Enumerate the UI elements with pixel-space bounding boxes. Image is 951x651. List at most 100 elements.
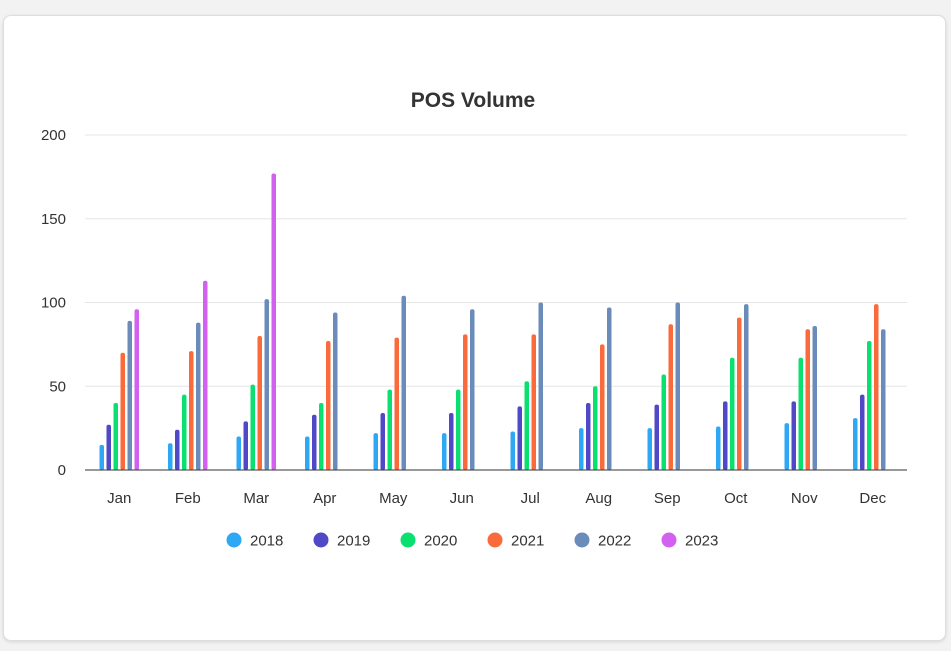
bar-2019-aug[interactable] bbox=[586, 403, 591, 470]
bar-2018-oct[interactable] bbox=[716, 426, 721, 470]
bar-2021-feb[interactable] bbox=[189, 351, 194, 470]
legend-swatch bbox=[226, 532, 242, 548]
bar-2018-feb[interactable] bbox=[168, 443, 173, 470]
x-tick-label: Oct bbox=[724, 490, 748, 507]
bar-2019-jun[interactable] bbox=[449, 413, 454, 470]
bar-2021-jan[interactable] bbox=[120, 352, 126, 470]
bar-2020-jan[interactable] bbox=[113, 403, 119, 470]
x-tick-label: Jun bbox=[450, 490, 474, 507]
legend-label: 2020 bbox=[424, 533, 457, 550]
bar-2018-may[interactable] bbox=[373, 433, 379, 470]
bar-2023-jan[interactable] bbox=[134, 309, 140, 470]
x-tick-label: Feb bbox=[175, 490, 201, 507]
bar-2022-feb[interactable] bbox=[196, 322, 201, 470]
x-tick-label: Nov bbox=[791, 490, 818, 507]
x-tick-label: Mar bbox=[243, 490, 269, 507]
bar-2019-jul[interactable] bbox=[517, 406, 523, 470]
legend-label: 2022 bbox=[598, 533, 631, 550]
legend-label: 2019 bbox=[337, 533, 370, 550]
bar-2019-may[interactable] bbox=[380, 413, 386, 470]
legend-item-2023[interactable]: 2023 bbox=[661, 532, 719, 550]
bars bbox=[99, 173, 886, 471]
bar-2022-nov[interactable] bbox=[812, 325, 818, 470]
legend[interactable]: 2018 2019 2020 2021 2022 2023 bbox=[226, 532, 719, 550]
bar-2019-nov[interactable] bbox=[791, 401, 797, 470]
legend-swatch bbox=[400, 532, 416, 548]
bar-2020-nov[interactable] bbox=[798, 357, 804, 470]
bar-2019-apr[interactable] bbox=[312, 414, 317, 470]
bar-2018-nov[interactable] bbox=[784, 423, 790, 470]
bar-2022-aug[interactable] bbox=[607, 307, 612, 470]
bar-2020-may[interactable] bbox=[387, 389, 393, 470]
bar-2021-apr[interactable] bbox=[326, 341, 331, 470]
bar-2020-apr[interactable] bbox=[319, 403, 324, 470]
bar-2022-mar[interactable] bbox=[264, 299, 270, 470]
bar-2022-oct[interactable] bbox=[744, 304, 749, 470]
bar-2018-aug[interactable] bbox=[579, 428, 584, 470]
bar-2020-dec[interactable] bbox=[867, 341, 872, 470]
x-axis: Jan Feb Mar Apr May Jun Jul Aug Sep Oct Nov Dec bbox=[107, 490, 886, 507]
bar-2019-oct[interactable] bbox=[723, 401, 728, 470]
bar-2020-aug[interactable] bbox=[593, 386, 598, 470]
x-tick-label: Jan bbox=[107, 490, 131, 507]
y-tick-label: 50 bbox=[49, 378, 66, 395]
bar-2020-jun[interactable] bbox=[456, 389, 461, 470]
bar-2018-apr[interactable] bbox=[305, 436, 310, 471]
bar-2018-sep[interactable] bbox=[647, 428, 653, 470]
bar-2021-jul[interactable] bbox=[531, 334, 537, 470]
legend-item-2022[interactable]: 2022 bbox=[574, 532, 632, 550]
bar-2018-dec[interactable] bbox=[853, 418, 858, 470]
bar-2019-sep[interactable] bbox=[654, 404, 660, 470]
bar-2021-nov[interactable] bbox=[805, 329, 811, 470]
legend-label: 2021 bbox=[511, 533, 544, 550]
bar-2022-apr[interactable] bbox=[333, 312, 338, 470]
bar-2022-sep[interactable] bbox=[675, 302, 681, 471]
bar-2018-jun[interactable] bbox=[442, 433, 447, 470]
bar-2021-aug[interactable] bbox=[600, 344, 605, 470]
x-tick-label: Apr bbox=[313, 490, 336, 507]
legend-item-2019[interactable]: 2019 bbox=[313, 532, 371, 550]
bar-2022-dec[interactable] bbox=[881, 329, 886, 470]
bar-2020-sep[interactable] bbox=[661, 374, 667, 470]
y-axis: 0 50 100 150 200 bbox=[41, 127, 66, 479]
grid bbox=[85, 134, 907, 387]
legend-swatch bbox=[574, 532, 590, 548]
bar-2023-feb[interactable] bbox=[203, 280, 208, 470]
bar-2018-jan[interactable] bbox=[99, 444, 105, 470]
bar-2020-oct[interactable] bbox=[730, 357, 735, 470]
x-tick-label: Sep bbox=[654, 490, 681, 507]
bar-2019-mar[interactable] bbox=[243, 421, 249, 470]
bar-2022-may[interactable] bbox=[401, 295, 407, 470]
bar-2022-jan[interactable] bbox=[127, 320, 133, 470]
legend-swatch bbox=[661, 532, 677, 548]
legend-swatch bbox=[313, 532, 329, 548]
bar-2021-dec[interactable] bbox=[874, 304, 879, 470]
y-tick-label: 0 bbox=[58, 462, 66, 479]
y-tick-label: 200 bbox=[41, 127, 66, 144]
bar-2021-sep[interactable] bbox=[668, 324, 674, 470]
bar-2021-oct[interactable] bbox=[737, 317, 742, 470]
bar-2019-dec[interactable] bbox=[860, 394, 865, 470]
bar-2022-jul[interactable] bbox=[538, 302, 544, 471]
legend-item-2018[interactable]: 2018 bbox=[226, 532, 284, 550]
bar-2018-mar[interactable] bbox=[236, 436, 242, 471]
y-tick-label: 150 bbox=[41, 211, 66, 228]
bar-2019-jan[interactable] bbox=[106, 424, 112, 470]
bar-2019-feb[interactable] bbox=[175, 429, 180, 470]
legend-label: 2018 bbox=[250, 533, 283, 550]
bar-2021-mar[interactable] bbox=[257, 336, 263, 470]
bar-2021-jun[interactable] bbox=[463, 334, 468, 470]
bar-2023-mar[interactable] bbox=[271, 173, 277, 470]
x-tick-label: May bbox=[379, 490, 408, 507]
legend-item-2021[interactable]: 2021 bbox=[487, 532, 545, 550]
bar-2020-mar[interactable] bbox=[250, 384, 256, 470]
bar-2018-jul[interactable] bbox=[510, 431, 516, 470]
x-tick-label: Aug bbox=[585, 490, 612, 507]
bar-2020-feb[interactable] bbox=[182, 394, 187, 470]
bar-2020-jul[interactable] bbox=[524, 381, 530, 470]
legend-item-2020[interactable]: 2020 bbox=[400, 532, 458, 550]
bar-2022-jun[interactable] bbox=[470, 309, 475, 470]
bar-2021-may[interactable] bbox=[394, 337, 400, 470]
legend-label: 2023 bbox=[685, 533, 718, 550]
